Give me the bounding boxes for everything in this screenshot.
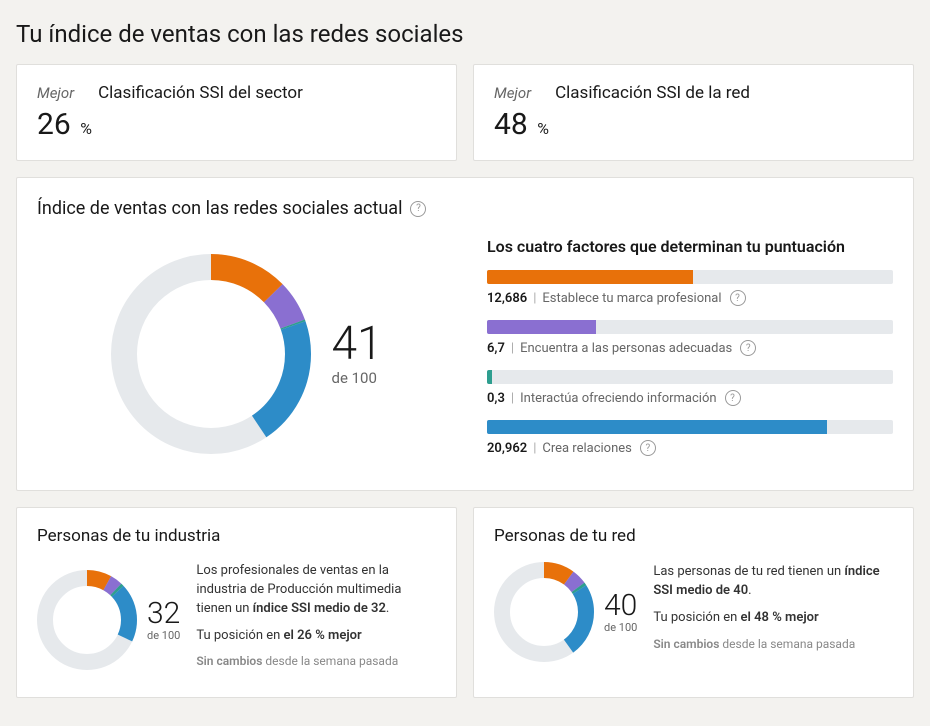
factor-bar <box>487 270 893 284</box>
text-pre: Las personas de tu red tienen un <box>653 564 844 579</box>
pos-pre: Tu posición en <box>196 628 283 643</box>
factor-row: 6,7|Encuentra a las personas adecuadas? <box>487 320 893 356</box>
help-icon[interactable]: ? <box>730 290 746 306</box>
rank-value: 48 % <box>494 107 893 142</box>
factor-row: 0,3|Interactúa ofreciendo información? <box>487 370 893 406</box>
factor-row: 20,962|Crea relaciones? <box>487 420 893 456</box>
bottom-row: Personas de tu industria 32 de 100 Los p… <box>16 507 914 698</box>
rank-cards-row: Mejor Clasificación SSI del sector 26 % … <box>16 64 914 161</box>
network-score: 40 de 100 <box>604 591 637 634</box>
rank-value-number: 26 <box>37 107 71 142</box>
ssi-score-value: 41 <box>331 321 382 367</box>
text-post: . <box>386 601 389 616</box>
factor-label: 6,7|Encuentra a las personas adecuadas? <box>487 340 893 356</box>
help-icon[interactable]: ? <box>640 440 656 456</box>
help-icon[interactable]: ? <box>725 390 741 406</box>
industry-text: Los profesionales de ventas en la indust… <box>196 562 436 679</box>
change-rest: desde la semana pasada <box>262 654 398 668</box>
rank-title: Clasificación SSI del sector <box>98 83 303 103</box>
industry-card-title: Personas de tu industria <box>37 526 436 546</box>
help-icon[interactable]: ? <box>410 201 426 217</box>
factor-value: 20,962 <box>487 441 527 456</box>
factor-label: 0,3|Interactúa ofreciendo información? <box>487 390 893 406</box>
pos-bold: el 48 % mejor <box>741 610 819 625</box>
ssi-score: 41 de 100 <box>331 321 382 387</box>
change-rest: desde la semana pasada <box>719 637 855 651</box>
factor-value: 12,686 <box>487 291 527 306</box>
factor-bar-fill <box>487 420 827 434</box>
industry-score-value: 32 <box>147 599 180 629</box>
factor-label: 12,686|Establece tu marca profesional? <box>487 290 893 306</box>
factor-name: Crea relaciones <box>542 441 632 456</box>
network-card: Personas de tu red 40 de 100 Las persona… <box>473 507 914 698</box>
factor-bar <box>487 320 893 334</box>
rank-title: Clasificación SSI de la red <box>555 83 750 103</box>
rank-label: Mejor <box>494 84 531 102</box>
network-score-sub: de 100 <box>604 621 637 634</box>
text-post: . <box>748 583 751 598</box>
factors-title: Los cuatro factores que determinan tu pu… <box>487 237 893 256</box>
network-card-title: Personas de tu red <box>494 526 893 546</box>
factor-bar-fill <box>487 370 492 384</box>
pos-pre: Tu posición en <box>653 610 740 625</box>
industry-score-sub: de 100 <box>147 629 180 642</box>
rank-value-unit: % <box>537 119 549 138</box>
network-donut-chart <box>494 562 594 662</box>
rank-label: Mejor <box>37 84 74 102</box>
factor-label: 20,962|Crea relaciones? <box>487 440 893 456</box>
page-title: Tu índice de ventas con las redes social… <box>16 20 914 48</box>
change-bold: Sin cambios <box>196 654 262 668</box>
industry-card: Personas de tu industria 32 de 100 Los p… <box>16 507 457 698</box>
network-score-value: 40 <box>604 591 637 621</box>
factor-bar-fill <box>487 270 693 284</box>
change-bold: Sin cambios <box>653 637 719 651</box>
factor-row: 12,686|Establece tu marca profesional? <box>487 270 893 306</box>
rank-value: 26 % <box>37 107 436 142</box>
industry-score: 32 de 100 <box>147 599 180 642</box>
factor-value: 0,3 <box>487 391 505 406</box>
network-text: Las personas de tu red tienen un índice … <box>653 563 893 661</box>
factor-bar <box>487 370 893 384</box>
rank-value-number: 48 <box>494 107 528 142</box>
factor-name: Interactúa ofreciendo información <box>520 391 716 406</box>
ssi-donut-section: 41 de 100 <box>37 237 457 470</box>
industry-donut-chart <box>37 570 137 670</box>
ssi-main-header: Índice de ventas con las redes sociales … <box>37 198 893 219</box>
text-bold: índice SSI medio de 32 <box>253 601 386 616</box>
rank-card-sector: Mejor Clasificación SSI del sector 26 % <box>16 64 457 161</box>
rank-value-unit: % <box>80 119 92 138</box>
pos-bold: el 26 % mejor <box>284 628 362 643</box>
ssi-main-header-text: Índice de ventas con las redes sociales … <box>37 198 402 219</box>
ssi-donut-chart <box>111 254 311 454</box>
help-icon[interactable]: ? <box>740 340 756 356</box>
factor-value: 6,7 <box>487 341 505 356</box>
ssi-score-sub: de 100 <box>331 369 382 387</box>
factor-name: Encuentra a las personas adecuadas <box>520 341 732 356</box>
factor-bar <box>487 420 893 434</box>
ssi-main-card: Índice de ventas con las redes sociales … <box>16 177 914 491</box>
factor-name: Establece tu marca profesional <box>542 291 721 306</box>
factor-bar-fill <box>487 320 596 334</box>
rank-card-network: Mejor Clasificación SSI de la red 48 % <box>473 64 914 161</box>
factors-section: Los cuatro factores que determinan tu pu… <box>487 237 893 470</box>
